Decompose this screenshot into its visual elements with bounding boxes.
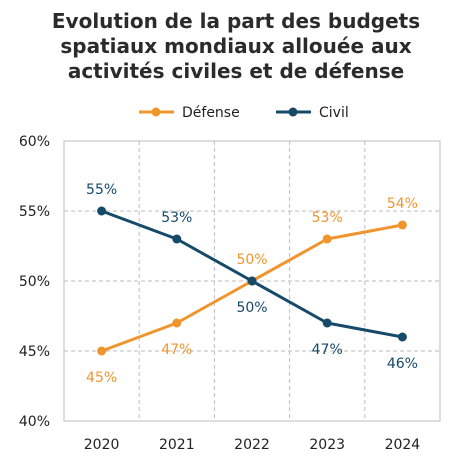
series-line-d-fense — [101, 223, 403, 353]
data-point-d-fense — [97, 346, 107, 356]
y-tick-label: 45% — [19, 344, 50, 360]
data-point-d-fense — [397, 220, 407, 230]
y-axis-ticks: 40% 45% 50% 55% 60% — [19, 134, 50, 430]
data-label-d-fense: 50% — [236, 252, 267, 268]
legend-label-defense: Défense — [182, 105, 240, 121]
legend-marker-civil — [288, 107, 298, 117]
chart-title: Evolution de la part des budgets spatiau… — [52, 9, 420, 83]
data-label-civil: 53% — [161, 210, 192, 226]
data-point-civil — [97, 206, 107, 216]
data-point-civil — [322, 318, 332, 328]
data-labels: 45% 47% 50% 53% 54% 55% 53% 50% 47% 46% — [86, 182, 418, 386]
y-tick-label: 55% — [19, 204, 50, 220]
y-tick-label: 50% — [19, 274, 50, 290]
legend-label-civil: Civil — [319, 105, 349, 121]
data-point-civil — [247, 276, 257, 286]
y-tick-label: 60% — [19, 134, 50, 150]
chart-title-line-2: spatiaux mondiaux allouée aux — [60, 34, 411, 58]
data-label-civil: 50% — [236, 300, 267, 316]
legend-marker-defense — [151, 107, 161, 117]
chart-title-line-3: activités civiles et de défense — [68, 59, 404, 83]
data-point-civil — [397, 332, 407, 342]
grid — [63, 140, 441, 422]
data-label-d-fense: 53% — [312, 210, 343, 226]
data-label-d-fense: 45% — [86, 370, 117, 386]
data-point-d-fense — [322, 234, 332, 244]
x-tick-label: 2024 — [385, 437, 421, 453]
series-layer — [97, 206, 407, 356]
data-point-civil — [172, 234, 182, 244]
data-label-civil: 47% — [312, 342, 343, 358]
series-line-civil — [101, 209, 403, 339]
data-point-d-fense — [172, 318, 182, 328]
x-tick-label: 2022 — [234, 437, 270, 453]
x-tick-label: 2023 — [309, 437, 345, 453]
x-tick-label: 2021 — [159, 437, 195, 453]
legend-item-defense: Défense — [139, 105, 240, 121]
data-label-d-fense: 47% — [161, 342, 192, 358]
data-label-civil: 55% — [86, 182, 117, 198]
legend: Défense Civil — [139, 105, 349, 121]
data-label-d-fense: 54% — [387, 196, 418, 212]
data-label-civil: 46% — [387, 356, 418, 372]
chart-title-line-1: Evolution de la part des budgets — [52, 9, 420, 33]
x-tick-label: 2020 — [84, 437, 120, 453]
y-tick-label: 40% — [19, 414, 50, 430]
x-axis-ticks: 2020 2021 2022 2023 2024 — [84, 437, 421, 453]
legend-item-civil: Civil — [276, 105, 349, 121]
